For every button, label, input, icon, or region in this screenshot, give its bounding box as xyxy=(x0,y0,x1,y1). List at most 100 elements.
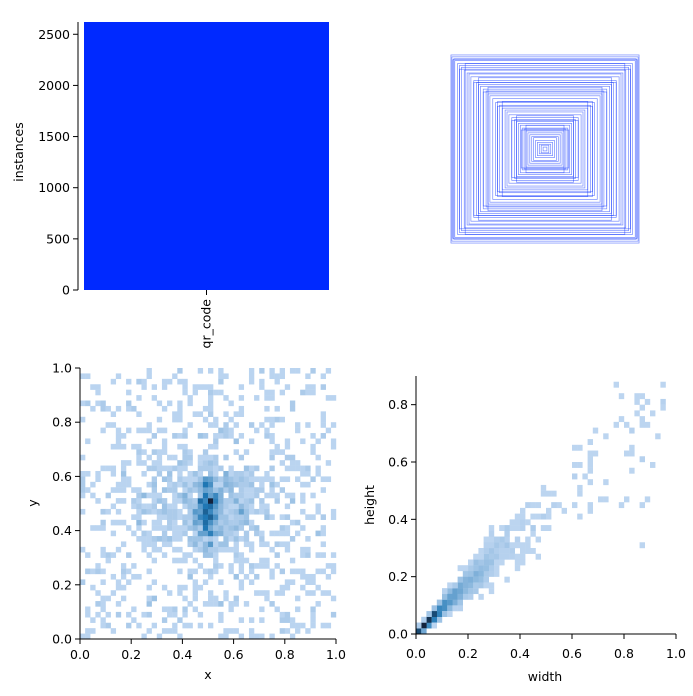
xy-histogram-cell xyxy=(223,536,229,542)
xy-histogram-cell xyxy=(187,552,193,558)
wh-histogram-cell xyxy=(457,565,463,572)
xy-histogram-cell xyxy=(259,617,265,623)
xy-histogram-cell xyxy=(248,519,255,526)
xy-histogram-cell xyxy=(197,514,204,520)
xy-histogram-cell xyxy=(218,476,224,483)
xy-histogram-cell xyxy=(295,628,301,634)
xy-histogram-cell xyxy=(248,568,255,575)
xy-histogram-cell xyxy=(305,373,311,380)
wh-histogram-cell xyxy=(660,398,666,405)
xy-histogram-cell xyxy=(218,427,224,434)
xy-histogram-cell xyxy=(228,514,234,520)
xy-histogram-cell xyxy=(131,563,137,569)
xy-histogram-cell xyxy=(320,384,326,390)
xy-histogram-cell xyxy=(156,519,163,526)
xy-histogram-cell xyxy=(141,503,147,510)
xy-histogram-cell xyxy=(120,476,127,483)
xy-y-tick-label: 0.0 xyxy=(52,632,72,647)
xy-histogram-cell xyxy=(136,622,142,629)
xy-histogram-cell xyxy=(110,530,117,537)
xy-histogram-cell xyxy=(151,622,157,629)
xy-histogram-cell xyxy=(161,503,168,510)
xy-histogram-cell xyxy=(300,465,306,472)
xy-histogram-cell xyxy=(80,470,86,477)
xy-histogram-cell xyxy=(146,465,152,472)
xy-histogram-cell xyxy=(289,460,296,466)
wh-histogram-cell xyxy=(483,565,489,572)
xy-histogram-cell xyxy=(120,487,127,493)
xy-histogram-cell xyxy=(259,503,265,510)
xy-histogram-cell xyxy=(269,416,275,423)
xy-histogram-cell xyxy=(187,573,193,580)
xy-histogram-cell xyxy=(156,449,163,455)
xy-histogram-cell xyxy=(202,454,209,461)
xy-histogram-cell xyxy=(146,454,152,461)
wh-histogram-cell xyxy=(499,553,505,560)
xy-histogram-cell xyxy=(156,633,163,640)
xy-histogram-cell xyxy=(141,427,147,434)
xy-histogram-cell xyxy=(300,568,306,575)
wh-histogram-cell xyxy=(462,593,469,600)
wh-histogram-cell xyxy=(572,462,578,468)
wh-histogram-cell xyxy=(478,570,484,577)
xy-histogram-cell xyxy=(105,611,111,618)
xy-histogram-cell xyxy=(208,530,214,537)
xy-histogram-cell xyxy=(208,519,214,526)
xy-histogram-cell xyxy=(264,563,270,569)
xy-histogram-cell xyxy=(197,584,204,591)
xy-histogram-cell xyxy=(85,552,91,558)
xy-histogram-cell xyxy=(100,546,106,553)
box-overlay-panel xyxy=(450,54,640,244)
wh-histogram-cell xyxy=(436,599,443,606)
xy-histogram-cell xyxy=(192,514,198,520)
xy-histogram-cell xyxy=(151,546,157,553)
xy-histogram-cell xyxy=(223,541,229,548)
box-outline xyxy=(468,73,622,225)
xy-histogram-cell xyxy=(264,541,270,548)
wh-histogram-cell xyxy=(639,542,645,549)
xy-histogram-cell xyxy=(167,508,173,515)
wh-histogram-cell xyxy=(650,462,656,468)
xy-histogram-cell xyxy=(115,584,122,591)
xy-histogram-cell xyxy=(161,384,168,390)
xy-histogram-cell xyxy=(197,503,204,510)
xy-histogram-cell xyxy=(228,433,234,439)
box-outline xyxy=(504,109,586,189)
xy-histogram-cell xyxy=(284,611,291,618)
wh-histogram-cell xyxy=(468,559,474,566)
wh-histogram-cell xyxy=(416,622,422,629)
xy-histogram-cell xyxy=(131,503,137,510)
xy-histogram-cell xyxy=(208,508,214,515)
xy-histogram-cell xyxy=(177,525,183,531)
xy-histogram-cell xyxy=(177,465,183,472)
wh-histogram-cell xyxy=(473,582,479,589)
wh-histogram-cell xyxy=(499,542,505,549)
xy-histogram-cell xyxy=(254,492,260,499)
xy-histogram-cell xyxy=(269,487,275,493)
xy-histogram-cell xyxy=(202,449,209,455)
xy-histogram-cell xyxy=(187,508,193,515)
xy-histogram-cell xyxy=(182,557,188,564)
xy-histogram-cell xyxy=(197,536,204,542)
xy-histogram-cell xyxy=(161,530,168,537)
wh-histogram-cell xyxy=(655,433,661,440)
box-outline xyxy=(518,122,572,175)
xy-histogram-cell xyxy=(300,546,306,553)
xy-histogram-cell xyxy=(161,498,168,504)
xy-histogram-cell xyxy=(259,530,265,537)
xy-histogram-cell xyxy=(126,579,132,585)
xy-histogram-cell xyxy=(156,416,163,423)
xy-histogram-cell xyxy=(192,389,198,396)
xy-histogram-cell xyxy=(156,492,163,499)
xy-histogram-cell xyxy=(223,395,229,401)
xy-histogram-cell xyxy=(233,552,239,558)
wh-histogram-cell xyxy=(494,542,500,549)
xy-histogram-cell xyxy=(110,590,117,596)
xy-histogram-cell xyxy=(187,400,193,407)
xy-histogram-cell xyxy=(120,443,127,450)
xy-histogram-cell xyxy=(110,470,117,477)
xy-histogram-cell xyxy=(161,606,168,613)
xy-histogram-cell xyxy=(182,465,188,472)
wh-histogram-cell xyxy=(618,393,625,400)
